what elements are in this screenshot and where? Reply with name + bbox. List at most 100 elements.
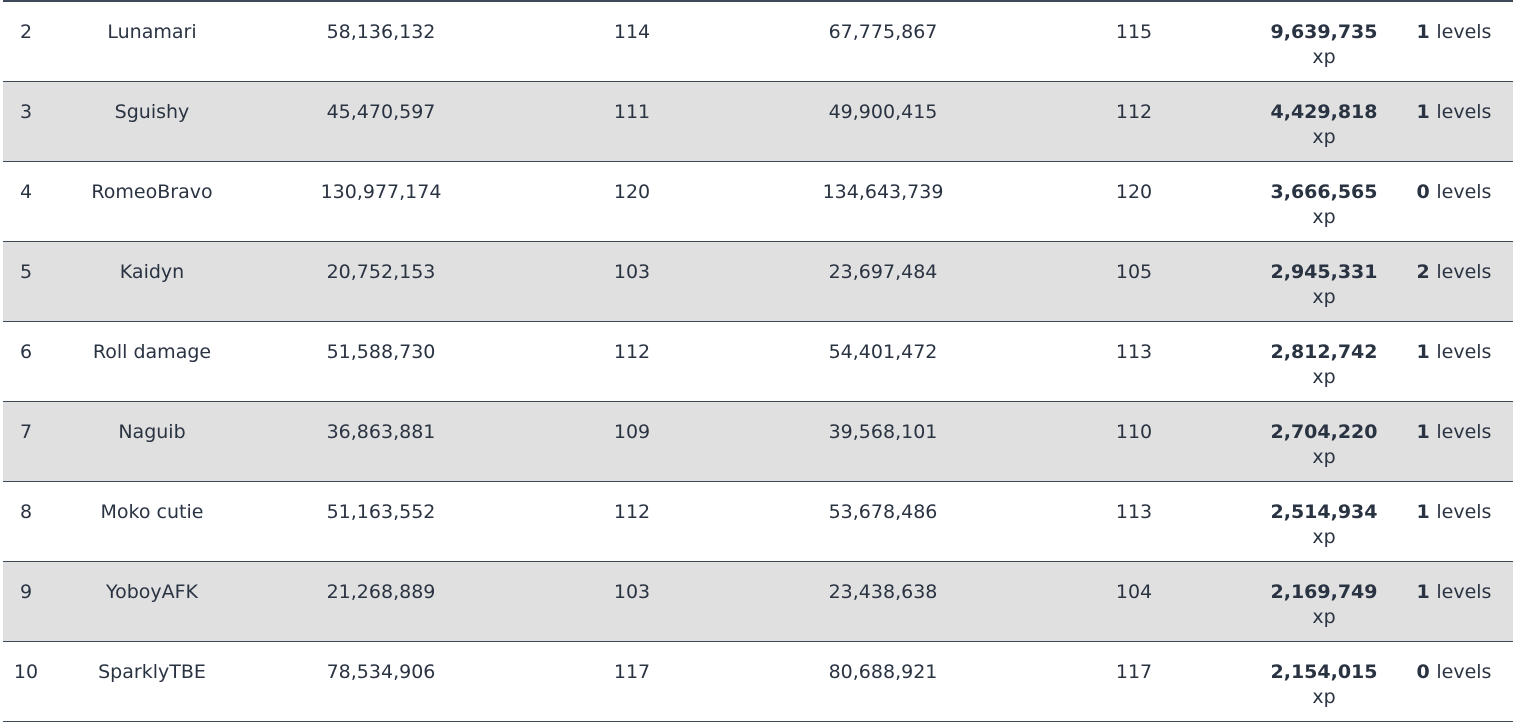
- start-level-cell: 103: [613, 261, 651, 283]
- end-xp-cell: 53,678,486: [828, 501, 938, 523]
- end-level-cell: 117: [1115, 661, 1153, 683]
- start-level-cell: 120: [613, 181, 651, 203]
- rank-cell: 6: [19, 341, 33, 363]
- xp-unit-label: xp: [1312, 286, 1336, 308]
- player-name-cell: Kaidyn: [119, 261, 185, 283]
- start-level-cell: 114: [613, 21, 651, 43]
- xp-unit-label: xp: [1312, 686, 1336, 708]
- end-level-cell: 110: [1115, 421, 1153, 443]
- start-xp-cell: 51,163,552: [326, 501, 436, 523]
- levels-gained-cell: 1 levels: [1399, 100, 1509, 124]
- table-row: 8 Moko cutie 51,163,552 112 53,678,486 1…: [3, 482, 1513, 562]
- rank-cell: 10: [13, 661, 39, 683]
- end-xp-cell: 134,643,739: [822, 181, 944, 203]
- gained-xp-cell: 2,945,331 xp: [1259, 260, 1389, 310]
- start-xp-cell: 20,752,153: [326, 261, 436, 283]
- table-row: 3 Sguishy 45,470,597 111 49,900,415 112 …: [3, 82, 1513, 162]
- table-row: 6 Roll damage 51,588,730 112 54,401,472 …: [3, 322, 1513, 402]
- levels-unit-label: levels: [1436, 181, 1492, 203]
- gained-xp-cell: 3,666,565 xp: [1259, 180, 1389, 230]
- start-level-cell: 117: [613, 661, 651, 683]
- start-xp-cell: 45,470,597: [326, 101, 436, 123]
- rank-cell: 4: [19, 181, 33, 203]
- xp-unit-label: xp: [1312, 446, 1336, 468]
- levels-unit-label: levels: [1436, 421, 1492, 443]
- player-name-cell: Moko cutie: [100, 501, 204, 523]
- levels-gained-cell: 0 levels: [1399, 660, 1509, 684]
- rank-cell: 9: [19, 581, 33, 603]
- levels-gained-value: 1: [1416, 581, 1437, 603]
- end-level-cell: 112: [1115, 101, 1153, 123]
- levels-gained-cell: 1 levels: [1399, 580, 1509, 604]
- end-level-cell: 120: [1115, 181, 1153, 203]
- gained-xp-value: 2,154,015: [1270, 661, 1378, 683]
- end-xp-cell: 23,438,638: [828, 581, 938, 603]
- levels-unit-label: levels: [1436, 341, 1492, 363]
- start-xp-cell: 21,268,889: [326, 581, 436, 603]
- table-row: 5 Kaidyn 20,752,153 103 23,697,484 105 2…: [3, 242, 1513, 322]
- levels-gained-value: 1: [1416, 341, 1437, 363]
- end-level-cell: 113: [1115, 341, 1153, 363]
- gained-xp-cell: 2,154,015 xp: [1259, 660, 1389, 710]
- end-level-cell: 115: [1115, 21, 1153, 43]
- table-row: 2 Lunamari 58,136,132 114 67,775,867 115…: [3, 2, 1513, 82]
- gained-xp-value: 2,514,934: [1270, 501, 1378, 523]
- rank-cell: 7: [19, 421, 33, 443]
- levels-unit-label: levels: [1436, 501, 1492, 523]
- gained-xp-value: 2,945,331: [1270, 261, 1378, 283]
- rank-cell: 3: [19, 101, 33, 123]
- gained-xp-cell: 9,639,735 xp: [1259, 20, 1389, 70]
- start-xp-cell: 58,136,132: [326, 21, 436, 43]
- gained-xp-value: 2,169,749: [1270, 581, 1378, 603]
- gained-xp-cell: 2,704,220 xp: [1259, 420, 1389, 470]
- end-xp-cell: 54,401,472: [828, 341, 938, 363]
- xp-unit-label: xp: [1312, 206, 1336, 228]
- levels-gained-cell: 1 levels: [1399, 20, 1509, 44]
- table-row: 7 Naguib 36,863,881 109 39,568,101 110 2…: [3, 402, 1513, 482]
- gained-xp-cell: 2,169,749 xp: [1259, 580, 1389, 630]
- start-level-cell: 109: [613, 421, 651, 443]
- gained-xp-value: 2,812,742: [1270, 341, 1378, 363]
- start-xp-cell: 78,534,906: [326, 661, 436, 683]
- xp-unit-label: xp: [1312, 526, 1336, 548]
- levels-unit-label: levels: [1436, 581, 1492, 603]
- levels-gained-value: 1: [1416, 421, 1437, 443]
- start-xp-cell: 51,588,730: [326, 341, 436, 363]
- rank-cell: 5: [19, 261, 33, 283]
- end-xp-cell: 49,900,415: [828, 101, 938, 123]
- xp-unit-label: xp: [1312, 366, 1336, 388]
- xp-unit-label: xp: [1312, 46, 1336, 68]
- start-level-cell: 112: [613, 501, 651, 523]
- player-name-cell: Lunamari: [107, 21, 197, 43]
- end-xp-cell: 67,775,867: [828, 21, 938, 43]
- levels-gained-cell: 1 levels: [1399, 340, 1509, 364]
- levels-unit-label: levels: [1436, 261, 1492, 283]
- levels-gained-cell: 0 levels: [1399, 180, 1509, 204]
- leaderboard-table: 2 Lunamari 58,136,132 114 67,775,867 115…: [3, 0, 1513, 722]
- start-level-cell: 111: [613, 101, 651, 123]
- start-xp-cell: 130,977,174: [320, 181, 442, 203]
- table-row: 10 SparklyTBE 78,534,906 117 80,688,921 …: [3, 642, 1513, 722]
- levels-gained-value: 2: [1416, 261, 1437, 283]
- end-level-cell: 105: [1115, 261, 1153, 283]
- rank-cell: 2: [19, 21, 33, 43]
- xp-unit-label: xp: [1312, 126, 1336, 148]
- end-xp-cell: 80,688,921: [828, 661, 938, 683]
- player-name-cell: RomeoBravo: [91, 181, 213, 203]
- end-xp-cell: 39,568,101: [828, 421, 938, 443]
- gained-xp-cell: 2,514,934 xp: [1259, 500, 1389, 550]
- start-level-cell: 112: [613, 341, 651, 363]
- levels-gained-value: 1: [1416, 101, 1437, 123]
- gained-xp-cell: 4,429,818 xp: [1259, 100, 1389, 150]
- levels-gained-value: 0: [1416, 181, 1437, 203]
- levels-gained-value: 1: [1416, 21, 1437, 43]
- player-name-cell: SparklyTBE: [98, 661, 206, 683]
- end-xp-cell: 23,697,484: [828, 261, 938, 283]
- player-name-cell: Naguib: [118, 421, 186, 443]
- start-level-cell: 103: [613, 581, 651, 603]
- levels-gained-value: 1: [1416, 501, 1437, 523]
- levels-unit-label: levels: [1436, 101, 1492, 123]
- table-row: 9 YoboyAFK 21,268,889 103 23,438,638 104…: [3, 562, 1513, 642]
- gained-xp-cell: 2,812,742 xp: [1259, 340, 1389, 390]
- levels-unit-label: levels: [1436, 661, 1492, 683]
